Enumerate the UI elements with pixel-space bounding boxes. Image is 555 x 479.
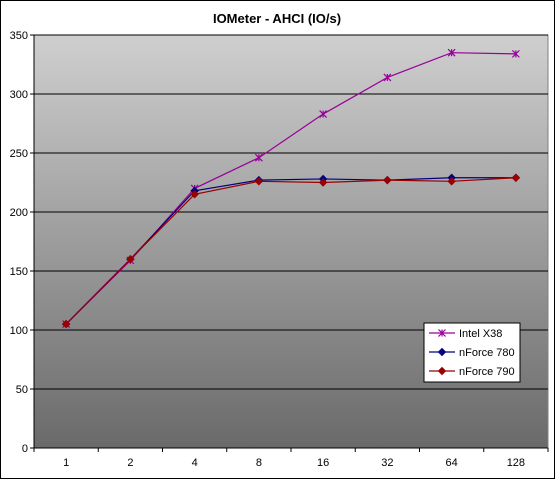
series-nforce-790	[61, 173, 521, 329]
legend-label: Intel X38	[459, 328, 502, 340]
x-tick-label: 1	[63, 457, 69, 469]
y-tick-label: 50	[16, 384, 28, 396]
legend-label: nForce 780	[459, 347, 515, 359]
y-tick-label: 300	[10, 89, 28, 101]
data-point	[190, 190, 199, 199]
y-tick-label: 150	[10, 266, 28, 278]
legend: Intel X38 nForce 780 nForce 790	[423, 322, 521, 383]
legend-marker	[437, 347, 447, 357]
chart-title: IOMeter - AHCI (IO/s)	[213, 11, 341, 26]
data-point	[447, 48, 456, 57]
legend-item: nForce 780	[429, 347, 515, 359]
data-point	[447, 177, 456, 186]
y-tick-label: 250	[10, 148, 28, 160]
data-point	[511, 173, 521, 182]
data-point	[383, 73, 392, 82]
x-tick-label: 8	[256, 457, 262, 469]
x-tick-label: 32	[381, 457, 393, 469]
y-tick-label: 200	[10, 207, 28, 219]
legend-item: nForce 790	[429, 366, 515, 378]
data-point	[254, 177, 264, 186]
legend-marker	[438, 329, 446, 337]
data-point	[383, 175, 392, 185]
x-tick-label: 128	[507, 457, 525, 469]
data-point	[318, 178, 328, 187]
axes: 0 50 100 150 200 250 300 350 1 2 4 8 16 32 64 128	[10, 30, 549, 469]
data-point	[126, 254, 135, 264]
series-layer	[61, 48, 521, 329]
data-point	[319, 110, 328, 118]
legend-label: nForce 790	[459, 366, 515, 378]
data-point	[254, 153, 263, 162]
x-tick-label: 64	[446, 457, 458, 469]
legend-marker	[437, 366, 447, 376]
data-point	[61, 319, 71, 329]
data-point	[511, 49, 520, 58]
y-tick-label: 0	[22, 443, 28, 455]
series-line	[65, 177, 516, 325]
legend-item: Intel X38	[429, 328, 502, 340]
plot-area	[33, 34, 549, 449]
x-tick-label: 2	[127, 457, 133, 469]
x-tick-label: 4	[192, 457, 198, 469]
y-tick-label: 100	[10, 325, 28, 337]
y-tick-label: 350	[10, 30, 28, 42]
x-tick-label: 16	[317, 457, 329, 469]
